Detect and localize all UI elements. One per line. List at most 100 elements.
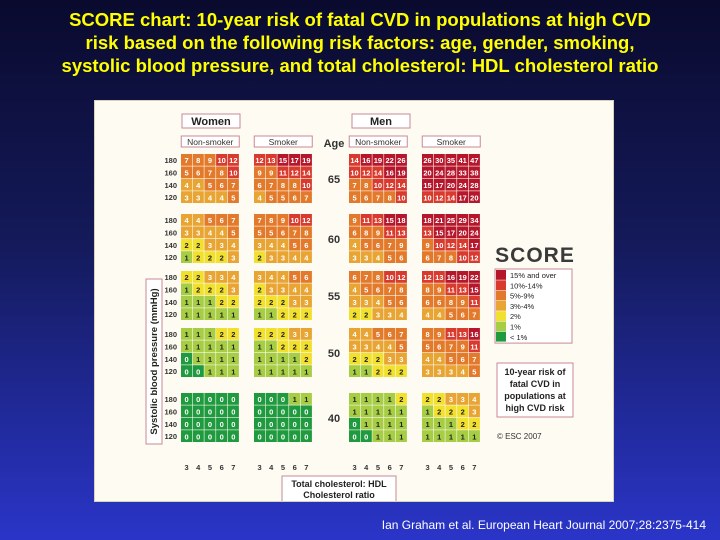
risk-value: 8 — [269, 216, 273, 225]
risk-value: 1 — [269, 367, 273, 376]
risk-cell — [254, 393, 266, 405]
risk-value: 5 — [269, 229, 273, 238]
risk-cell — [384, 166, 396, 179]
citation: Ian Graham et al. European Heart Journal… — [381, 518, 706, 532]
risk-value: 0 — [364, 432, 368, 441]
risk-value: 10 — [302, 181, 310, 190]
risk-cell — [216, 191, 228, 203]
risk-value: 7 — [472, 355, 476, 364]
risk-value: 19 — [458, 273, 466, 282]
risk-cell — [254, 178, 266, 191]
risk-value: 8 — [304, 229, 308, 238]
risk-value: 4 — [388, 343, 393, 352]
risk-cell — [300, 328, 312, 340]
risk-cell — [204, 308, 216, 320]
risk-value: 5 — [388, 298, 392, 307]
risk-value: 11 — [386, 229, 394, 238]
risk-cell — [277, 166, 289, 179]
risk-cell — [227, 365, 239, 377]
risk-value: 1 — [399, 432, 403, 441]
age-label: 65 — [328, 174, 340, 186]
risk-value: 3 — [220, 241, 224, 250]
risk-value: 11 — [447, 286, 455, 295]
risk-value: 0 — [208, 432, 212, 441]
risk-cell — [181, 178, 193, 191]
cholesterol-ratio-label: 7 — [399, 463, 403, 472]
risk-cell — [204, 340, 216, 353]
risk-cell — [300, 214, 312, 226]
risk-cell — [349, 295, 361, 308]
risk-cell — [289, 191, 301, 203]
risk-value: 5 — [281, 193, 285, 202]
risk-value: 47 — [470, 156, 478, 165]
risk-cell — [384, 405, 396, 418]
risk-value: 17 — [447, 229, 455, 238]
risk-value: 5 — [293, 273, 297, 282]
risk-value: 7 — [437, 253, 441, 262]
risk-cell — [265, 430, 277, 442]
cholesterol-ratio-label: 4 — [364, 463, 369, 472]
risk-value: 0 — [352, 420, 356, 429]
risk-value: 24 — [435, 169, 444, 178]
risk-cell — [349, 417, 361, 430]
risk-cell — [349, 271, 361, 283]
risk-cell — [192, 295, 204, 308]
risk-cell — [445, 178, 457, 191]
risk-cell — [422, 308, 434, 320]
risk-cell — [300, 340, 312, 353]
risk-value: 5 — [364, 286, 368, 295]
risk-value: 4 — [293, 253, 298, 262]
risk-cell — [265, 417, 277, 430]
risk-cell — [445, 430, 457, 442]
sbp-label: 160 — [164, 168, 177, 177]
risk-cell — [457, 430, 469, 442]
risk-cell — [457, 308, 469, 320]
risk-cell — [457, 191, 469, 203]
risk-cell — [254, 405, 266, 418]
risk-cell — [216, 405, 228, 418]
risk-value: 1 — [364, 367, 368, 376]
risk-value: 5 — [208, 216, 212, 225]
risk-cell — [468, 238, 480, 251]
risk-cell — [227, 191, 239, 203]
risk-value: 18 — [397, 216, 405, 225]
smoking-label-women-smoker-box — [253, 135, 313, 148]
risk-value: 11 — [447, 330, 455, 339]
legend-label: 1% — [510, 323, 521, 332]
risk-value: 2 — [437, 408, 441, 417]
risk-cell — [227, 393, 239, 405]
risk-value: 0 — [293, 420, 297, 429]
score-chart: Women Men Non-smoker Smoker Non-smoker Smoker… — [145, 113, 574, 501]
risk-cell — [395, 191, 407, 203]
risk-value: 0 — [257, 420, 261, 429]
risk-value: 3 — [472, 408, 476, 417]
risk-cell — [277, 191, 289, 203]
risk-value: 13 — [435, 273, 443, 282]
sbp-label: 160 — [164, 407, 177, 416]
risk-cell — [384, 417, 396, 430]
risk-cell — [289, 166, 301, 179]
risk-value: 8 — [281, 181, 285, 190]
risk-value: 4 — [437, 310, 442, 319]
risk-cell — [445, 393, 457, 405]
age-label: 40 — [328, 413, 340, 425]
smoking-label-women-nonsmoker-box — [180, 135, 240, 148]
risk-value: 3 — [364, 298, 368, 307]
risk-value: 1 — [364, 420, 368, 429]
risk-cell — [445, 251, 457, 263]
risk-value: 2 — [437, 395, 441, 404]
sbp-label: 160 — [164, 342, 177, 351]
risk-cell — [457, 393, 469, 405]
risk-value: 8 — [364, 229, 368, 238]
risk-cell — [372, 393, 384, 405]
risk-value: 3 — [437, 367, 441, 376]
risk-cell — [384, 214, 396, 226]
cholesterol-ratio-label: 3 — [257, 463, 261, 472]
risk-cell — [192, 166, 204, 179]
risk-value: 1 — [399, 420, 403, 429]
risk-value: 1 — [437, 432, 441, 441]
risk-value: 1 — [388, 420, 392, 429]
sbp-label: 180 — [164, 330, 177, 339]
risk-cell — [227, 328, 239, 340]
risk-cell — [289, 178, 301, 191]
